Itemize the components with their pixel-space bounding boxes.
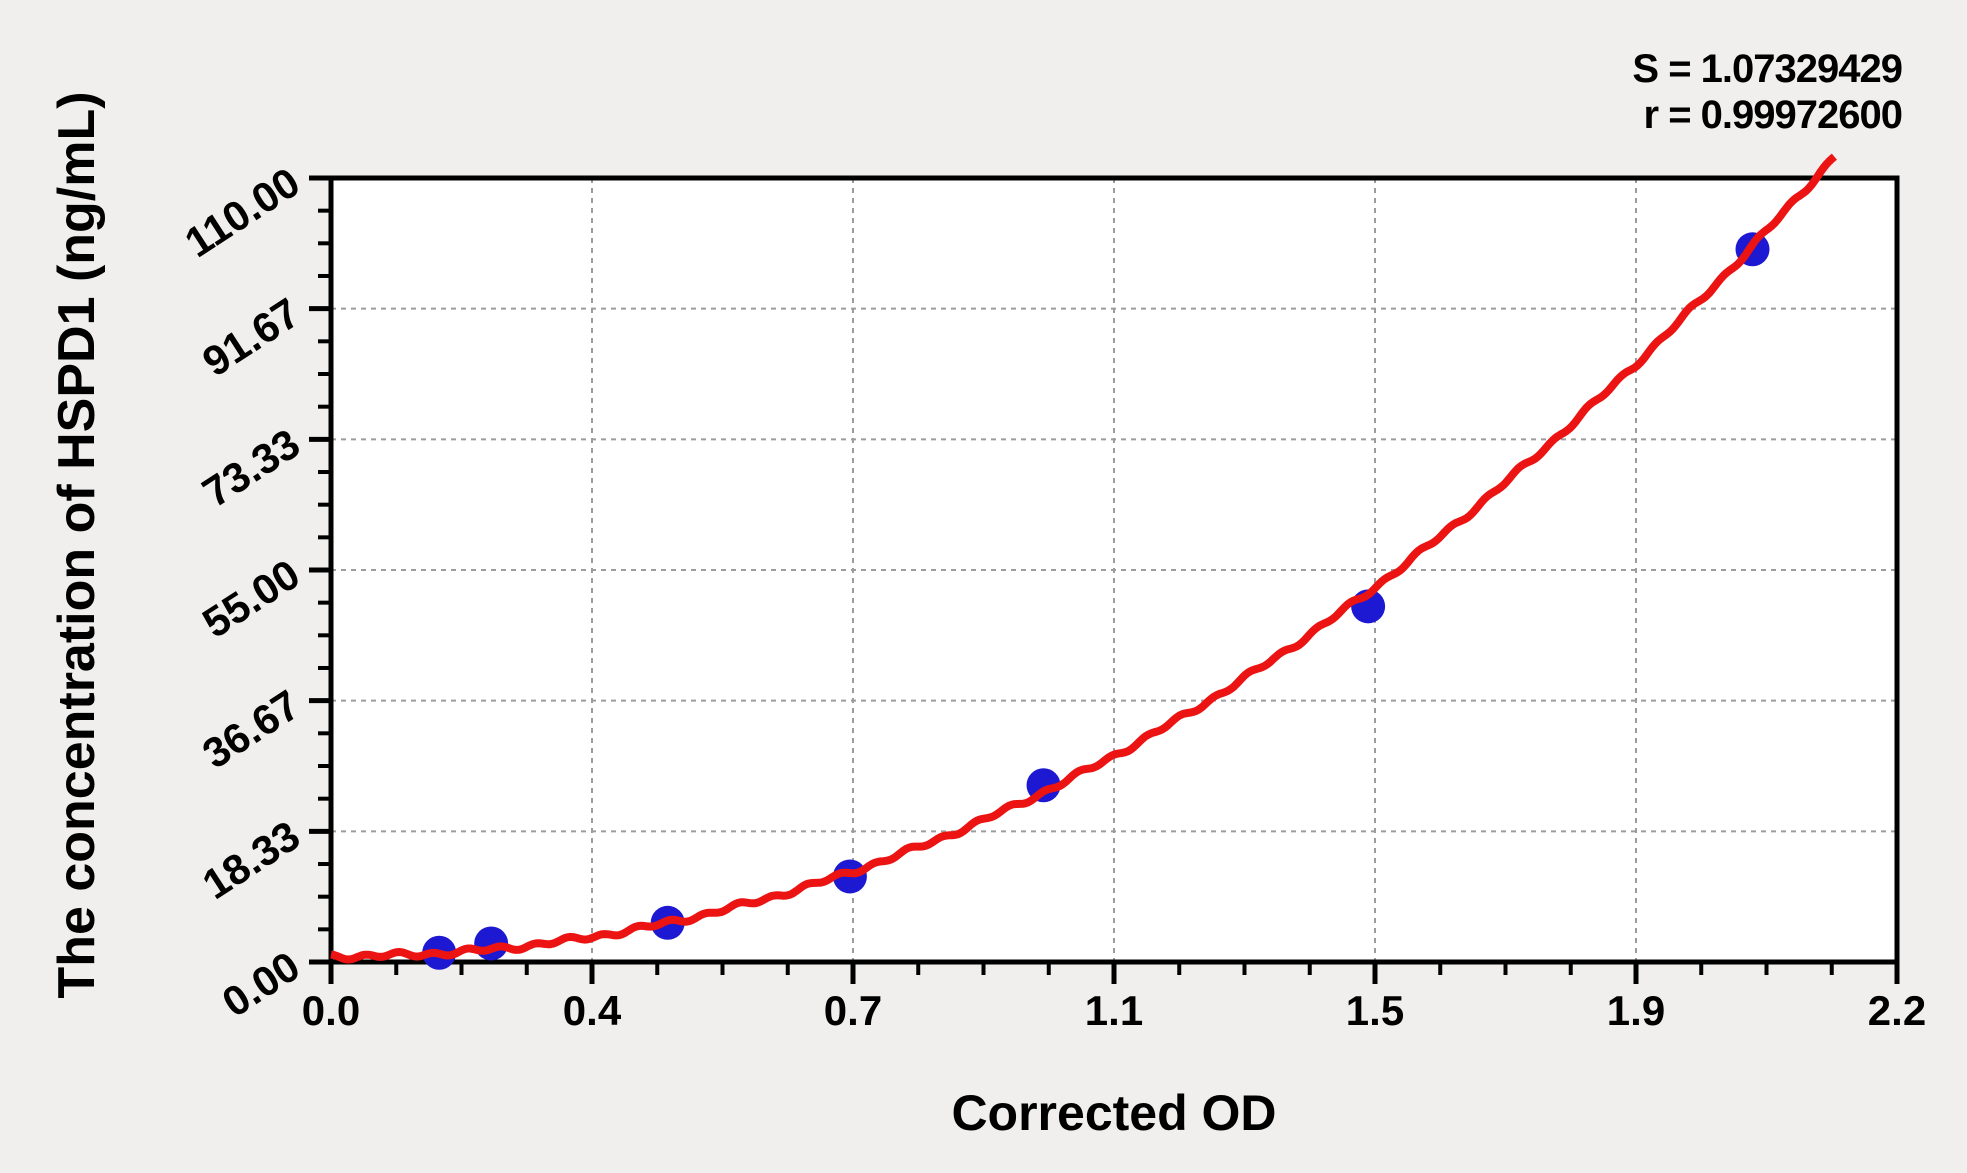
stat-slope-value: S = 1.07329429 <box>1632 47 1902 91</box>
y-tick-label: 110.00 <box>177 158 308 266</box>
stat-correlation-value: r = 0.99972600 <box>1644 93 1902 137</box>
fitted-curve <box>329 153 1837 964</box>
y-tick-label: 18.33 <box>194 811 308 908</box>
x-tick-label: 1.1 <box>1085 987 1143 1034</box>
y-tick-label: 0.00 <box>214 942 308 1026</box>
y-axis-title: The concentration of HSPD1 (ng/mL) <box>48 91 106 998</box>
x-tick-label: 0.7 <box>824 987 882 1034</box>
x-axis-title: Corrected OD <box>951 1085 1276 1141</box>
x-tick-label: 1.5 <box>1346 987 1404 1034</box>
y-tick-label: 91.67 <box>194 289 308 386</box>
chart-generated-layer: 0.0 0.4 0.7 1.1 1.5 1.9 2.2 0.00 18.33 36.67 55.00… <box>177 158 1927 1034</box>
curve-layer <box>329 153 1837 964</box>
x-tick-label: 0.4 <box>563 987 622 1034</box>
y-tick-label: 36.67 <box>194 681 308 778</box>
x-tick-label: 2.2 <box>1868 987 1926 1034</box>
x-tick-label: 0.0 <box>302 987 360 1034</box>
x-tick-label: 1.9 <box>1607 987 1665 1034</box>
y-tick-label: 73.33 <box>194 419 308 516</box>
y-tick-label: 55.00 <box>194 550 308 647</box>
